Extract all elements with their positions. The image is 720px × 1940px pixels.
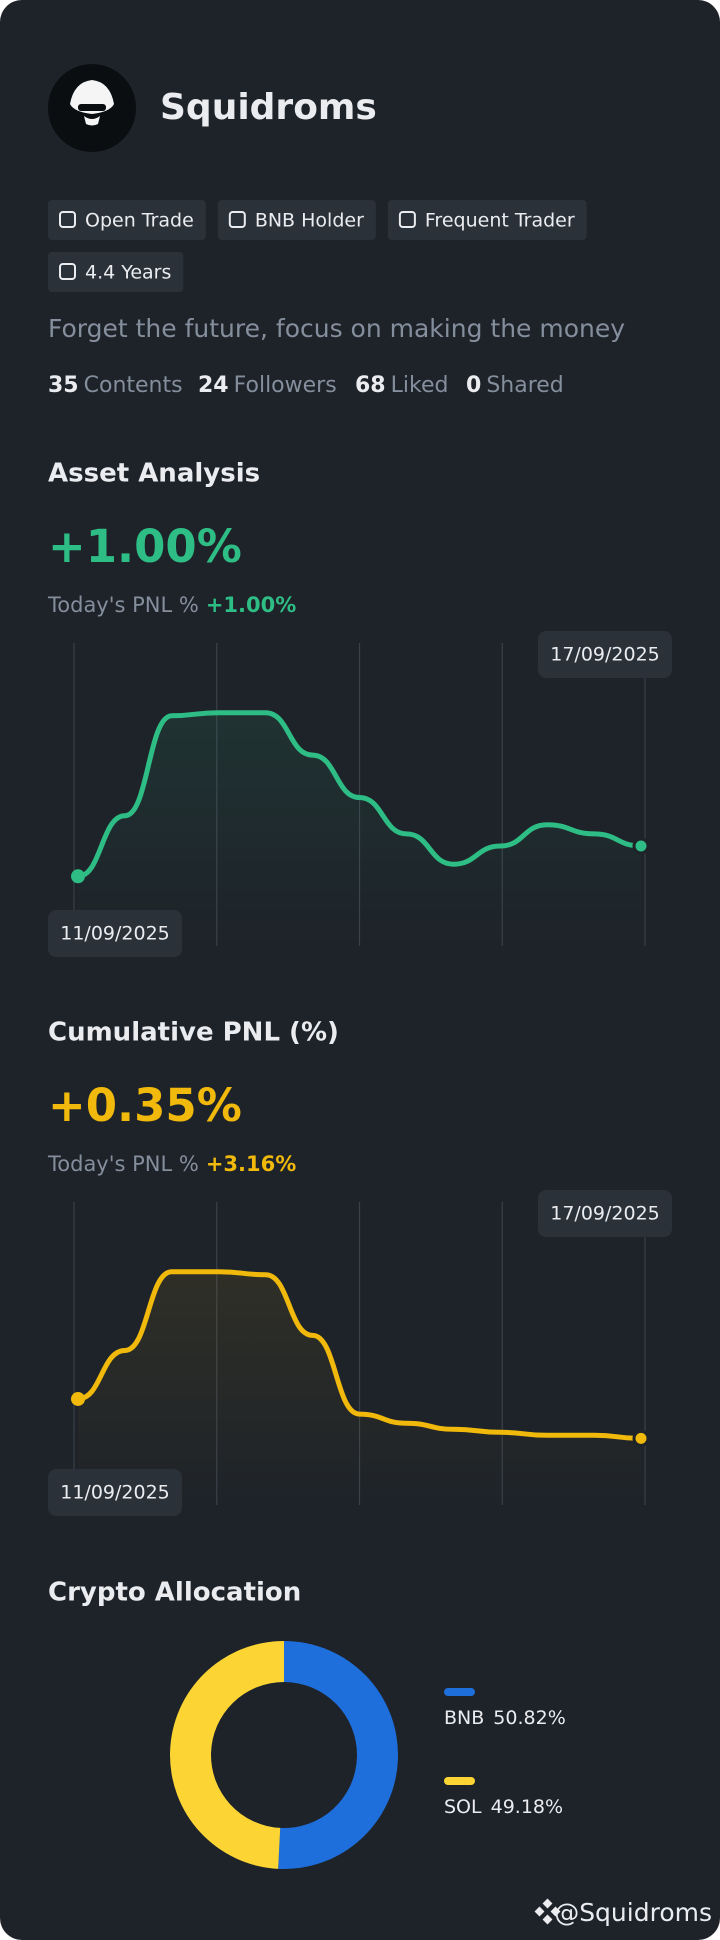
pnl-label: Today's PNL %	[47, 593, 199, 617]
stat-label: Followers	[234, 373, 337, 398]
badge-background	[48, 252, 184, 292]
legend-swatch	[444, 1777, 475, 1785]
stat-label: Liked	[391, 373, 449, 398]
badge-background	[387, 200, 587, 240]
badge: 4.4 Years	[48, 252, 184, 292]
stat-label: Contents	[84, 373, 183, 398]
badge-label: 4.4 Years	[85, 262, 171, 284]
avatar	[48, 64, 136, 152]
stat: 68 Liked	[355, 373, 448, 398]
legend-value: 50.82%	[493, 1707, 565, 1729]
badge: Open Trade	[48, 200, 206, 240]
bio: Forget the future, focus on making the m…	[48, 314, 625, 343]
area-fill	[78, 712, 641, 946]
stat-value: 24	[198, 373, 229, 398]
area-fill	[78, 1271, 641, 1505]
pnl-value: +3.16%	[206, 1152, 296, 1176]
username: Squidroms	[160, 87, 377, 128]
badge-icon	[398, 211, 416, 228]
pnl-row: Today's PNL % +1.00%	[47, 593, 296, 617]
end-point	[632, 1429, 650, 1447]
line	[75, 710, 644, 879]
badge-label: Frequent Trader	[425, 210, 575, 232]
date-box	[48, 910, 182, 957]
section-title: Cumulative PNL (%)	[48, 1018, 339, 1048]
donut-slice	[278, 1641, 399, 1870]
end-point	[71, 1391, 85, 1406]
badge-icon	[59, 263, 76, 280]
date-box	[538, 631, 672, 678]
footer-handle: @Squidroms	[554, 1898, 712, 1927]
section-title: Asset Analysis	[48, 459, 260, 489]
stat-value: 35	[48, 373, 79, 398]
date-label: 17/09/2025	[550, 1203, 660, 1225]
end-point	[71, 869, 85, 884]
legend-name: SOL	[444, 1796, 482, 1818]
pnl-row: Today's PNL % +3.16%	[47, 1152, 296, 1176]
stat-label: Shared	[486, 373, 563, 398]
line	[75, 1269, 644, 1441]
pnl-value: +1.00%	[206, 593, 296, 617]
date-label: 17/09/2025	[550, 644, 660, 666]
date-box	[48, 1469, 182, 1516]
donut-slice	[170, 1641, 284, 1869]
pnl-label: Today's PNL %	[47, 1152, 199, 1176]
badge-label: Open Trade	[85, 210, 194, 232]
stat-value: 0	[466, 373, 481, 398]
date-label: 11/09/2025	[60, 923, 170, 945]
stat-value: 68	[355, 373, 386, 398]
end-point	[632, 837, 650, 855]
badge: BNB Holder	[217, 200, 376, 240]
binance-logo	[534, 1898, 561, 1925]
badge-background	[48, 200, 206, 240]
legend-entry: BNB 50.82%	[444, 1707, 566, 1729]
legend-swatch	[444, 1688, 475, 1696]
date-box	[538, 1190, 672, 1237]
badge-label: BNB Holder	[255, 210, 364, 232]
badge-background	[217, 200, 376, 240]
headline-value: +1.00%	[48, 520, 242, 573]
stat: 0 Shared	[466, 373, 564, 398]
section-title: Crypto Allocation	[48, 1578, 301, 1608]
date-label: 11/09/2025	[60, 1482, 170, 1504]
legend-entry: SOL 49.18%	[444, 1796, 563, 1818]
badge-icon	[59, 211, 76, 228]
stat: 35 Contents	[48, 373, 183, 398]
stat: 24 Followers	[198, 373, 337, 398]
badge: Frequent Trader	[387, 200, 587, 240]
badge-icon	[228, 211, 246, 228]
legend-name: BNB	[444, 1707, 484, 1729]
headline-value: +0.35%	[48, 1079, 242, 1132]
legend-value: 49.18%	[491, 1796, 563, 1818]
